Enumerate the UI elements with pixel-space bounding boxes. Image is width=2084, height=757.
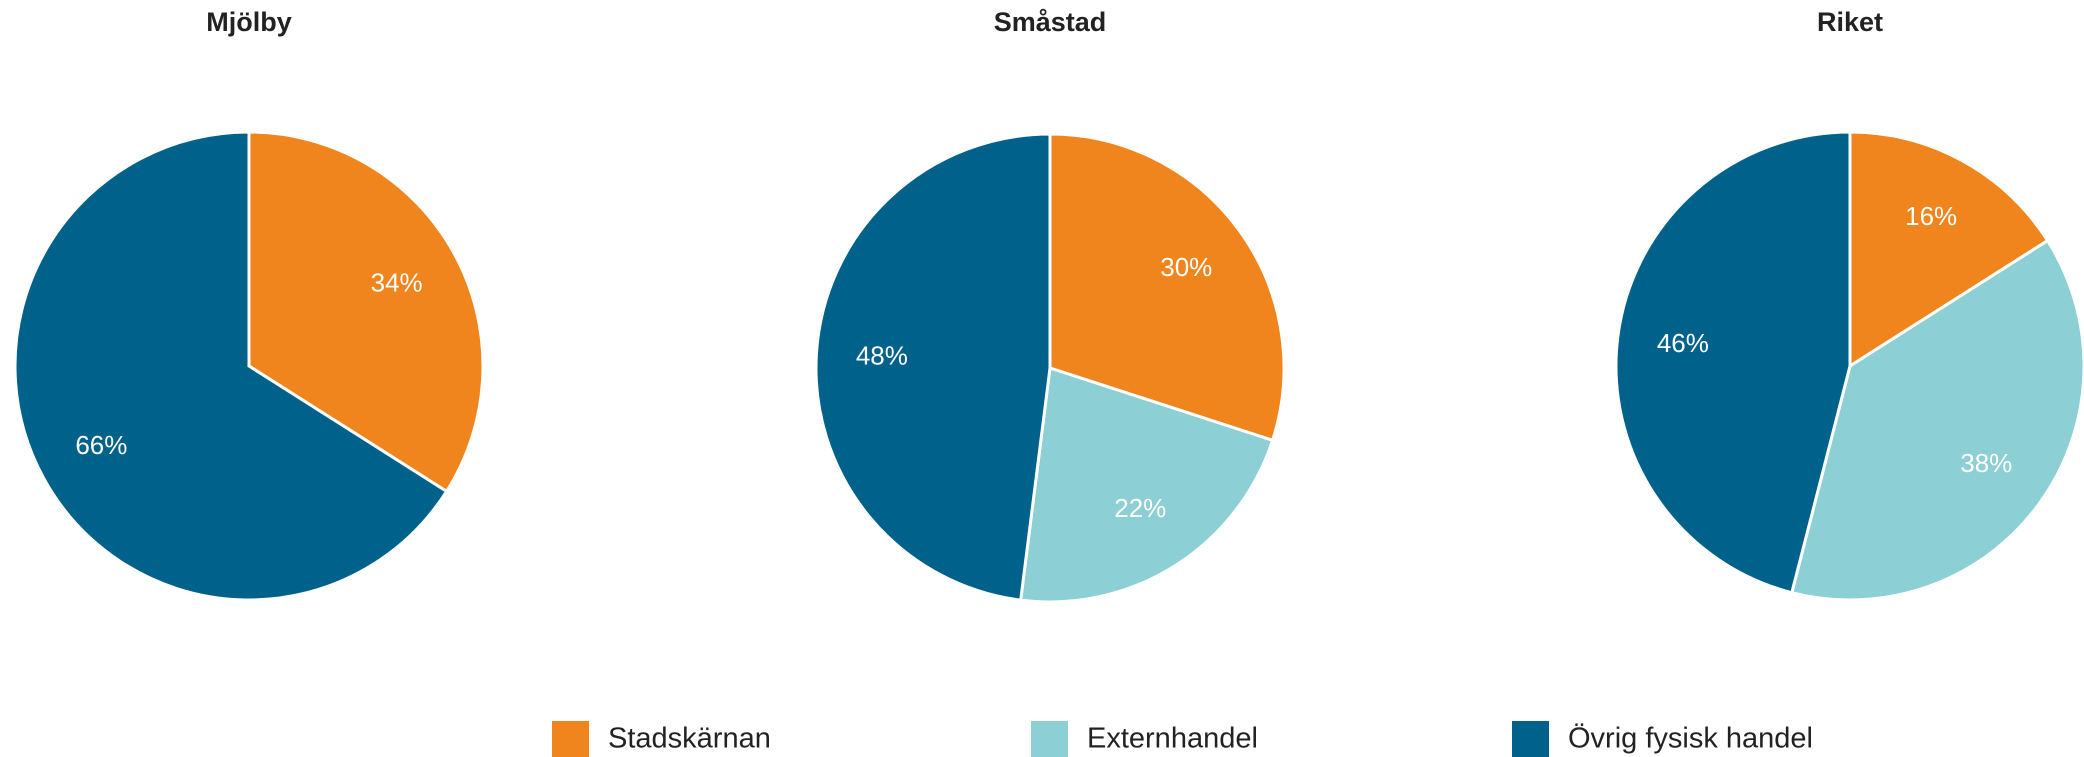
value-label: 66% — [75, 430, 127, 460]
chart-title: Småstad — [994, 7, 1107, 37]
legend-label: Externhandel — [1087, 723, 1258, 755]
legend-swatch — [552, 721, 589, 757]
pie-slice — [1048, 132, 1286, 443]
legend-label: Övrig fysisk handel — [1568, 723, 1813, 755]
value-label: 38% — [1960, 448, 2012, 478]
value-label: 16% — [1905, 201, 1957, 231]
value-label: 48% — [856, 340, 908, 370]
pie-slice — [1848, 130, 2050, 369]
pie-slice — [1789, 238, 2084, 602]
pie-slice — [814, 132, 1052, 602]
pie-slice — [1018, 366, 1275, 604]
pie-slice — [13, 130, 449, 602]
value-label: 34% — [371, 268, 423, 298]
chart-title: Riket — [1817, 7, 1883, 37]
legend-swatch — [1512, 721, 1549, 757]
pie-slice — [1614, 130, 1852, 595]
legend-label: Stadskärnan — [608, 723, 771, 755]
chart-title: Mjölby — [206, 7, 292, 37]
value-label: 30% — [1160, 252, 1212, 282]
value-label: 22% — [1114, 493, 1166, 523]
legend-swatch — [1031, 721, 1068, 757]
value-label: 46% — [1657, 328, 1709, 358]
